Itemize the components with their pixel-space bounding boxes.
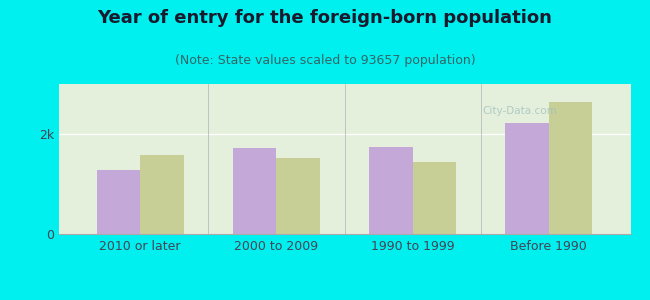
Bar	[549, 101, 592, 234]
Bar	[140, 155, 184, 234]
Text: City-Data.com: City-Data.com	[482, 106, 558, 116]
Bar	[233, 148, 276, 234]
Bar	[505, 123, 549, 234]
Bar	[276, 158, 320, 234]
Bar	[369, 146, 413, 234]
Text: (Note: State values scaled to 93657 population): (Note: State values scaled to 93657 popu…	[175, 54, 475, 67]
Bar	[97, 170, 140, 234]
Text: Year of entry for the foreign-born population: Year of entry for the foreign-born popul…	[98, 9, 552, 27]
Bar	[413, 162, 456, 234]
